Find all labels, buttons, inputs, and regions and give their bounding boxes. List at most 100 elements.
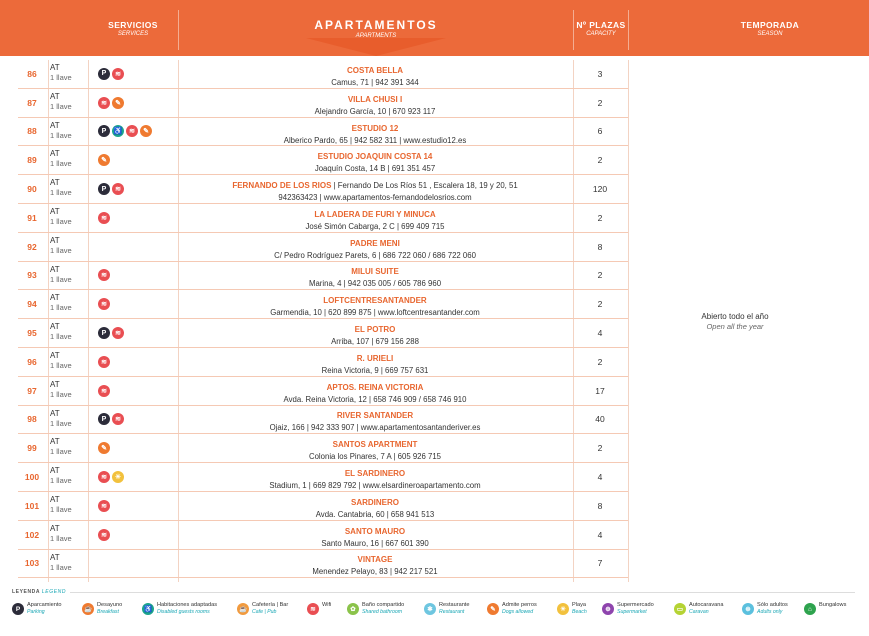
category-cell: AT 1 llave [50,495,72,515]
table-row: 103 AT 1 llave VINTAGE Menendez Pelayo, 83 |… [18,550,628,579]
legend-text: Supermercado Supermarket [617,602,654,616]
column-divider [178,60,179,582]
capacity-cell: 4 [597,529,603,540]
apartment-address: Joaquín Costa, 14 B | 691 351 457 [314,164,436,174]
wifi-icon: ≋ [126,125,138,138]
category-label: AT [50,63,60,72]
apartment-address: Colonia los Pinares, 7 A | 605 926 715 [308,452,442,462]
category-label: AT [50,235,60,245]
table-row: 95 AT 1 llave P ≋ EL POTRO Arriba, 107 | 679 1… [18,319,628,348]
table-row: 101 AT 1 llave ≋ SARDINERO Avda. Cantabria, 6… [18,492,628,521]
row-number: 103 [24,558,40,569]
apartment-info: LOFTCENTRESANTANDER Garmendia, 10 | 620 8… [178,290,572,318]
apartment-name: EL POTRO [354,325,396,335]
category-label: AT [50,466,60,476]
apartment-info: LA LADERA DE FURI Y MINUCA José Simón Cab… [178,204,572,232]
apartment-name: EL SARDINERO [344,469,406,479]
keys-rating: 1 llave [50,332,72,342]
category-label: AT [50,437,60,447]
apartment-info: SARDINERO Avda. Cantabria, 60 | 658 941 5… [178,492,572,520]
beach-icon: ☀ [112,471,124,484]
restaurant-icon: ✱ [424,603,436,615]
pets-icon: ✎ [98,154,110,167]
title-tab-notch [306,38,446,56]
apartment-name: PADRE MENI [350,238,400,248]
category-label: AT [50,552,60,562]
table-header: SERVICIOS SERVICES APARTAMENTOS APARTMEN… [0,0,869,56]
apartment-address: Reina Victoria, 9 | 669 757 631 [321,365,429,375]
wifi-icon: ≋ [112,183,124,196]
parking-icon: P [98,327,110,340]
legend-label: Autocaravana [689,602,724,608]
legend-item: ≋ Wifi [307,602,331,615]
apartment-name: APTOS. REINA VICTORIA [326,382,424,392]
apartment-info: EL POTRO Arriba, 107 | 679 156 288 [178,319,572,347]
legend-label: Aparcamiento [27,602,62,608]
table-row: 92 AT 1 llave PADRE MENI C/ Pedro Rodríguez … [18,233,628,262]
apartment-address: Arriba, 107 | 679 156 288 [331,337,419,347]
keys-rating: 1 llave [50,389,72,399]
row-number: 92 [27,241,37,252]
capacity-cell: 40 [595,414,605,425]
wifi-icon: ≋ [98,355,110,368]
row-number: 87 [27,97,37,108]
category-cell: AT 1 llave [50,553,72,573]
category-label: AT [50,293,60,303]
capacity-cell: 2 [597,212,603,223]
table-row: 98 AT 1 llave P ≋ RIVER SANTANDER Ojaiz, 166 |… [18,406,628,435]
caravan-icon: ▭ [674,603,686,615]
row-number: 94 [27,299,37,310]
services-header: SERVICIOS SERVICES [108,19,158,37]
legend-label: Bungalows [819,602,847,608]
pets-icon: ✎ [140,125,152,138]
table-row: 86 AT 1 llave P ≋ COSTA BELLA Camus, 71 | 942 … [18,60,628,89]
capacity-cell: 2 [597,270,603,281]
cafe-icon: ☕ [237,603,249,615]
apartment-info: SANTO MAURO Santo Mauro, 16 | 667 601 390 [178,521,572,549]
category-label: AT [50,322,60,332]
apartment-name-line: ESTUDIO JOAQUIN COSTA 14 [318,146,433,164]
table-row: 88 AT 1 llave P ♿ ≋ ✎ ESTUDIO 12 Alberico Pardo,… [18,118,628,147]
legend-label: Baño compartido [362,602,405,608]
services-cell: ≋ [98,262,110,290]
parking-icon: P [98,183,110,196]
category-label: AT [50,408,60,418]
category-label: AT [50,120,60,130]
page-title: APARTAMENTOS APARTMENTS [314,17,438,39]
legend-text: Desayuno Breakfast [97,602,122,616]
category-cell: AT 1 llave [50,322,72,342]
apartment-name: ESTUDIO JOAQUIN COSTA 14 [317,152,433,162]
apartment-name-line: PADRE MENI [350,233,400,251]
capacity-cell: 8 [597,241,603,252]
capacity-cell: 6 [597,126,603,137]
capacity-cell: 8 [597,500,603,511]
parking-icon: P [98,125,110,138]
wifi-icon: ≋ [112,327,124,340]
apartment-info: ESTUDIO 12 Alberico Pardo, 65 | 942 582 3… [178,118,572,146]
legend-label: Restaurante [439,602,470,608]
keys-rating: 1 llave [50,303,72,313]
apartment-info: FERNANDO DE LOS RIOS | Fernando De Los R… [178,175,572,203]
keys-rating: 1 llave [50,73,72,82]
legend-sublabel: Adults only [757,609,783,615]
column-divider [48,60,49,582]
keys-rating: 1 llave [50,418,72,428]
legend-sublabel: Restaurant [439,609,465,615]
apartment-address: Menendez Pelayo, 83 | 942 217 521 [312,567,438,577]
header-divider [178,10,179,50]
apartment-address-inline: | Fernando De Los Ríos 51 , Escalera 18,… [331,181,518,191]
table-row: 87 AT 1 llave ≋ ✎ VILLA CHUSI I Alejandro Garc… [18,89,628,118]
category-cell: AT 1 llave [50,121,72,141]
apartment-name-line: COSTA BELLA [347,60,403,78]
legend-item: ♿ Habitaciones adaptadas Disabled guests r… [142,602,217,616]
apartment-info: VINTAGE Menendez Pelayo, 83 | 942 217 521 [178,550,572,578]
legend-item: ☕ Desayuno Breakfast [82,602,122,616]
services-cell: ≋ [98,204,110,232]
services-cell: P ≋ [98,60,124,88]
services-cell: ≋ [98,521,110,549]
legend-item: ☀ Playa Beach [557,602,587,616]
apartment-address: Stadium, 1 | 669 829 792 | www.elsardine… [269,481,481,491]
keys-rating: 1 llave [50,101,72,111]
row-number: 97 [27,385,37,396]
keys-rating: 1 llave [50,533,72,543]
